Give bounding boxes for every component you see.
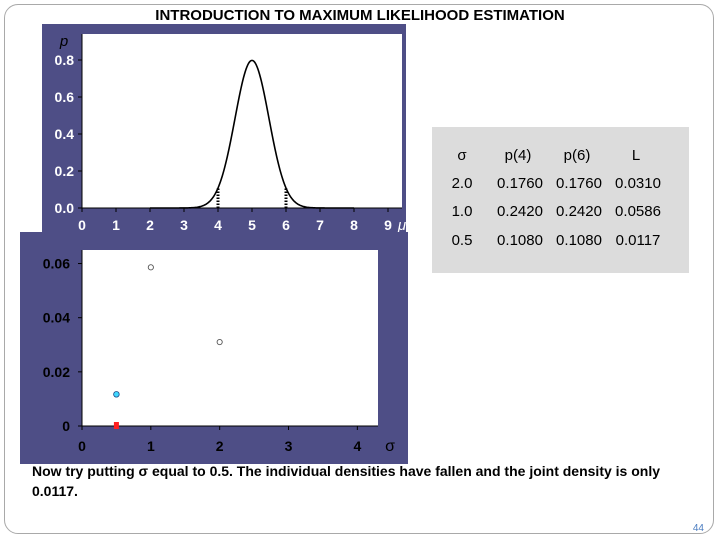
x-tick-label: 1 bbox=[112, 217, 120, 232]
x-tick-label: 7 bbox=[316, 217, 324, 232]
y-tick-label: 0.2 bbox=[55, 163, 75, 179]
likelihood-chart-panel: 0 0.02 0.04 0.06 0 1 2 3 4 σ bbox=[20, 232, 408, 464]
x-tick-label: 8 bbox=[350, 217, 358, 232]
x-tick-label: 0 bbox=[78, 217, 86, 232]
x-tick-label: 2 bbox=[146, 217, 154, 232]
density-point-current bbox=[113, 422, 119, 429]
table-cell: 0.1080 bbox=[497, 232, 543, 249]
y-tick-label: 0.8 bbox=[55, 52, 75, 68]
table-cell: 0.1080 bbox=[556, 232, 602, 249]
x-tick-label: 4 bbox=[214, 217, 222, 232]
x-tick-label: 2 bbox=[216, 438, 224, 454]
y-tick-label: 0.0 bbox=[55, 200, 75, 216]
table-header-cell: L bbox=[631, 147, 641, 164]
x-tick-label: 9 bbox=[384, 217, 392, 232]
slide-caption: Now try putting σ equal to 0.5. The indi… bbox=[32, 463, 660, 499]
table-cell: 0.0117 bbox=[615, 232, 661, 249]
likelihood-point bbox=[216, 339, 223, 346]
table-header-cell: p(6) bbox=[563, 147, 591, 164]
plot-area bbox=[82, 250, 378, 426]
y-tick-label: 0.02 bbox=[43, 364, 70, 380]
y-axis-label: p bbox=[59, 33, 68, 50]
table-cell: 0.1760 bbox=[556, 175, 602, 192]
table-header-cell: p(4) bbox=[504, 147, 532, 164]
plot-area bbox=[82, 34, 402, 208]
table-cell: 0.0310 bbox=[615, 175, 661, 192]
y-tick-label: 0.6 bbox=[55, 89, 75, 105]
x-axis-label: σ bbox=[385, 438, 395, 455]
x-tick-label: 0 bbox=[78, 438, 86, 454]
x-tick-label: 6 bbox=[282, 217, 290, 232]
density-chart-panel: 0.0 0.2 0.4 0.6 0.8 0 1 2 3 4 5 6 7 8 9 μ p bbox=[42, 24, 406, 232]
x-tick-label: 3 bbox=[180, 217, 188, 232]
page-number: 44 bbox=[692, 523, 704, 534]
likelihood-table: σ p(4) p(6) L 2.0 0.1760 0.1760 0.0310 1.0 0.2420… bbox=[432, 127, 689, 273]
table-cell: 0.1760 bbox=[497, 175, 543, 192]
y-tick-label: 0.04 bbox=[43, 310, 70, 326]
table-header-cell: σ bbox=[457, 147, 467, 164]
y-tick-label: 0.06 bbox=[43, 256, 70, 272]
table-cell: 2.0 bbox=[451, 175, 473, 192]
table-cell: 0.2420 bbox=[556, 203, 602, 220]
y-tick-label: 0.4 bbox=[55, 126, 75, 142]
slide-title: INTRODUCTION TO MAXIMUM LIKELIHOOD ESTIM… bbox=[155, 7, 565, 24]
table-cell: 0.0586 bbox=[615, 203, 661, 220]
x-tick-label: 4 bbox=[353, 438, 361, 454]
table-cell: 1.0 bbox=[451, 203, 473, 220]
x-tick-label: 1 bbox=[147, 438, 155, 454]
y-tick-label: 0 bbox=[62, 418, 70, 434]
table-cell: 0.5 bbox=[451, 232, 473, 249]
table-cell: 0.2420 bbox=[497, 203, 543, 220]
density-curve bbox=[150, 59, 354, 209]
slide-frame bbox=[4, 4, 714, 534]
x-tick-label: 3 bbox=[285, 438, 293, 454]
x-axis-label: μ bbox=[397, 217, 406, 232]
density-chart: 0.0 0.2 0.4 0.6 0.8 0 1 2 3 4 5 6 7 8 9 μ p bbox=[55, 33, 406, 232]
x-tick-label: 5 bbox=[248, 217, 256, 232]
likelihood-chart: 0 0.02 0.04 0.06 0 1 2 3 4 σ bbox=[43, 250, 395, 455]
likelihood-point-current bbox=[113, 391, 120, 398]
likelihood-point bbox=[147, 264, 154, 271]
